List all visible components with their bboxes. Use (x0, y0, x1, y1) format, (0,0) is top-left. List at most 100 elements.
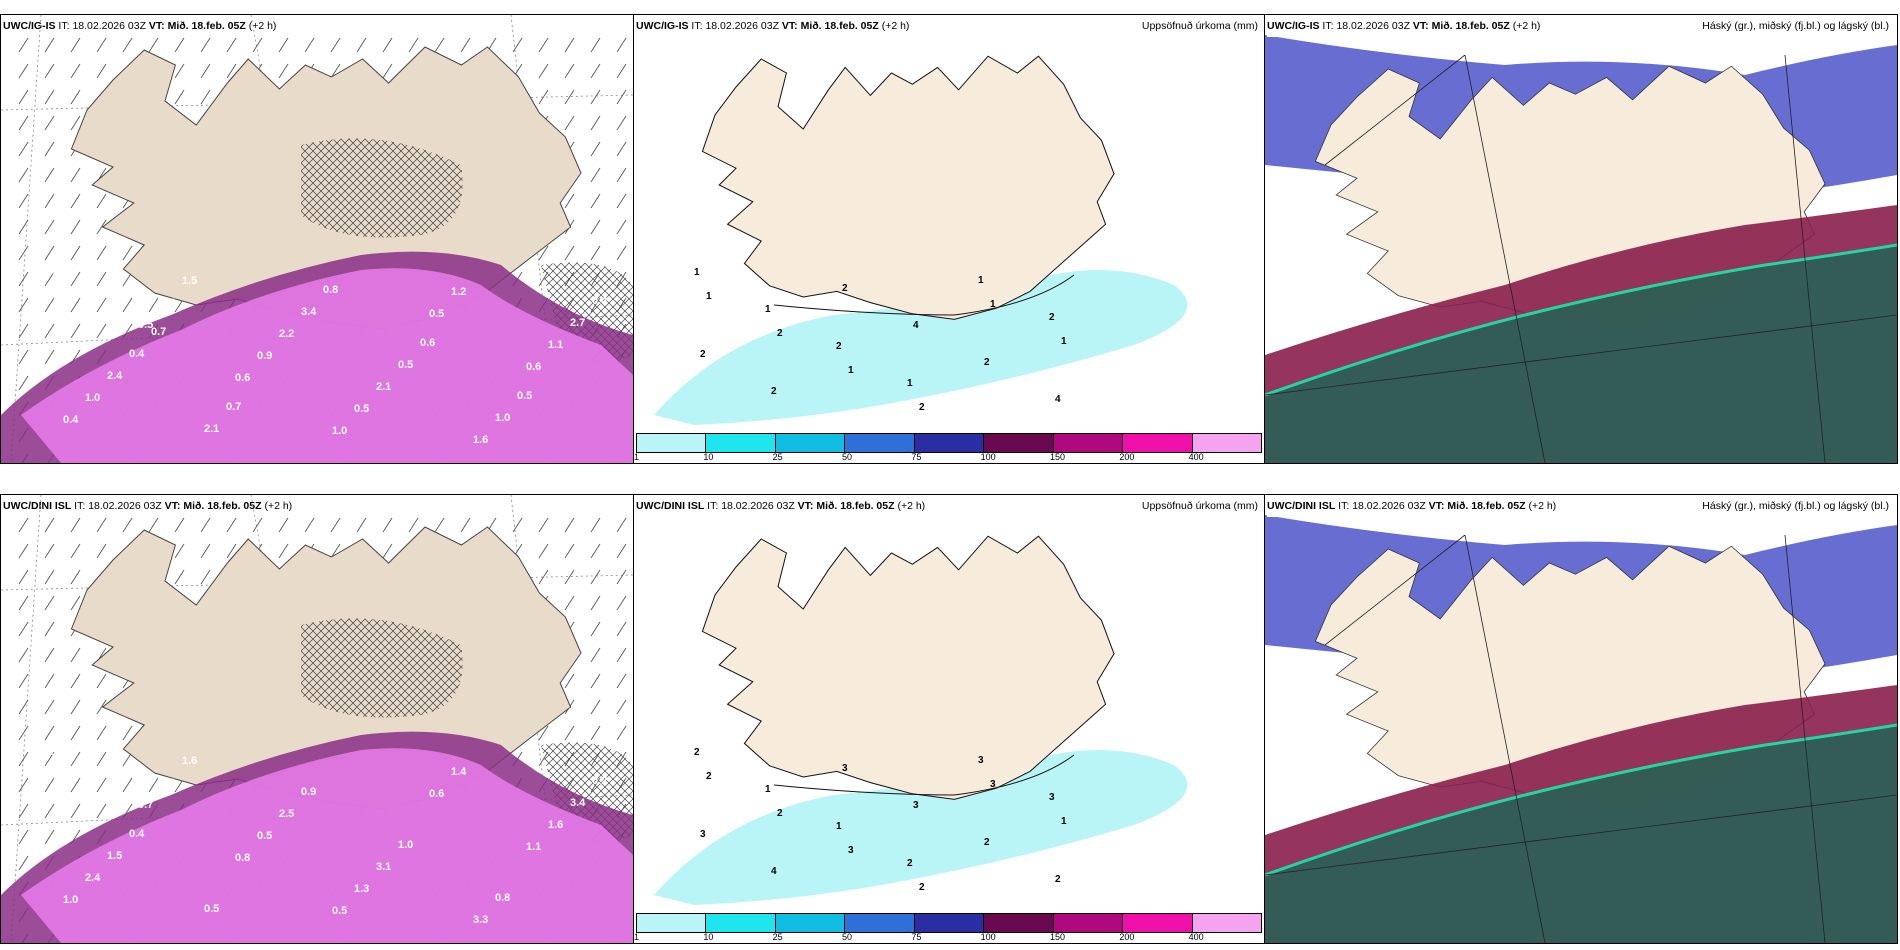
wind-barb (434, 517, 445, 533)
vt-label: VT: (1412, 20, 1429, 32)
wind-barb (44, 63, 55, 79)
precip-value-label: 0.4 (41, 266, 57, 278)
wind-barb (18, 115, 29, 131)
vt-value: Mið. 18.feb. 05Z (1447, 500, 1526, 512)
graticule-line (1324, 534, 1466, 646)
wind-barb (330, 543, 341, 559)
it-label: IT: (1338, 500, 1350, 512)
wind-barb (70, 725, 81, 741)
wind-barb (148, 297, 159, 313)
wind-barb (44, 193, 55, 209)
precip-value-label: 1.3 (354, 883, 369, 895)
wind-barb (70, 115, 81, 131)
precip-value-label: 0.5 (41, 746, 56, 758)
wind-barb (616, 167, 627, 183)
precip-value-label: 0.7 (138, 799, 153, 811)
precip-value-label: 0.2 (54, 273, 69, 285)
wind-barb (18, 245, 29, 261)
wind-barb (330, 63, 341, 79)
precip-value-label: 2 (1049, 312, 1055, 323)
wind-barb (330, 517, 341, 533)
colorbar-segment (637, 434, 707, 452)
wind-barb (460, 517, 471, 533)
precip-value-label: 0.6 (235, 372, 250, 384)
precip-value-label: 1.6 (182, 755, 197, 767)
wind-barb (512, 37, 523, 53)
graticule-line (1265, 794, 1897, 876)
wind-barb (122, 725, 133, 741)
cloud-map (1265, 495, 1897, 943)
cloud-panel-row2: UWC/DINI ISL IT: 18.02.2026 03Z VT: Mið.… (1264, 494, 1898, 944)
precip-value-label: 0.9 (257, 350, 272, 362)
precip-value-label: 3.3 (473, 914, 488, 926)
wind-barb (590, 699, 601, 715)
wind-barb (616, 219, 627, 235)
wind-barb (44, 517, 55, 533)
wind-barb (434, 37, 445, 53)
wind-barb (122, 777, 133, 793)
precip-value-label: 0.5 (204, 903, 219, 915)
wind-barb (70, 647, 81, 663)
wind-barb (44, 37, 55, 53)
precip-value-label: 3.4 (301, 306, 317, 318)
vt-label: VT: (797, 500, 814, 512)
colorbar-tick-label: 75 (911, 932, 922, 942)
wind-barb (590, 673, 601, 689)
precip-value-label: 0.7 (226, 401, 241, 413)
colorbar-segment (845, 914, 915, 932)
precip-value-label: 2.4 (85, 872, 101, 884)
wind-barb (590, 595, 601, 611)
wind-barb (96, 271, 107, 287)
precip-value-label: 3 (1049, 792, 1055, 803)
precip-value-label: 1.6 (473, 434, 488, 446)
graticule-line (1784, 534, 1826, 943)
wind-barb (330, 37, 341, 53)
precip-value-label: 2 (777, 328, 783, 339)
wind-barb (18, 271, 29, 287)
wind-barb (18, 297, 29, 313)
wind-barb (382, 517, 393, 533)
colorbar-tick-label: 200 (1119, 452, 1135, 462)
wind-barb (226, 63, 237, 79)
wind-barb (70, 673, 81, 689)
wind-barb (148, 517, 159, 533)
wind-barb (616, 89, 627, 105)
it-label: IT: (691, 20, 703, 32)
cloud-panel-row1: UWC/IG-IS IT: 18.02.2026 03Z VT: Mið. 18… (1264, 14, 1898, 464)
wind-barb (18, 89, 29, 105)
vt-label: VT: (148, 20, 165, 32)
lead-time: (+2 h) (897, 500, 926, 512)
wind-barb (174, 543, 185, 559)
lead-time: (+2 h) (264, 500, 293, 512)
wind-barb (538, 245, 549, 261)
colorbar-segment (914, 914, 985, 932)
low-cloud-area (1265, 725, 1897, 943)
wind-barb (70, 89, 81, 105)
colorbar-tick-label: 75 (911, 452, 922, 462)
precip-value-label: 3 (842, 763, 848, 774)
wind-barb (226, 37, 237, 53)
precip-value-label: 1.2 (451, 286, 466, 298)
colorbar-tick-label: 25 (772, 452, 783, 462)
wind-barb (590, 543, 601, 559)
precip-value-label: 2 (777, 808, 783, 819)
wind-barb (70, 777, 81, 793)
colorbar-tick-label: 1 (634, 452, 640, 462)
graticule-line (1784, 54, 1826, 463)
wind-barb (18, 829, 29, 845)
wind-barb (590, 193, 601, 209)
wind-barb (44, 751, 55, 767)
precip-value-label: 4 (1055, 394, 1061, 405)
vt-value: Mið. 18.feb. 05Z (1431, 20, 1510, 32)
colorbar-segment (1192, 914, 1261, 932)
precip-title: Uppsöfnuð úrkoma (mm) (1141, 20, 1258, 32)
precip-value-label: 3.1 (376, 861, 391, 873)
wind-barb (538, 725, 549, 741)
colorbar-tick-label: 1 (634, 932, 640, 942)
wind-barb (44, 349, 55, 365)
precip-value-label: 1 (1061, 816, 1067, 827)
wind-barb (616, 621, 627, 637)
precip-area (654, 270, 1188, 425)
wind-barb (96, 517, 107, 533)
colorbar-tick-label: 50 (842, 932, 853, 942)
